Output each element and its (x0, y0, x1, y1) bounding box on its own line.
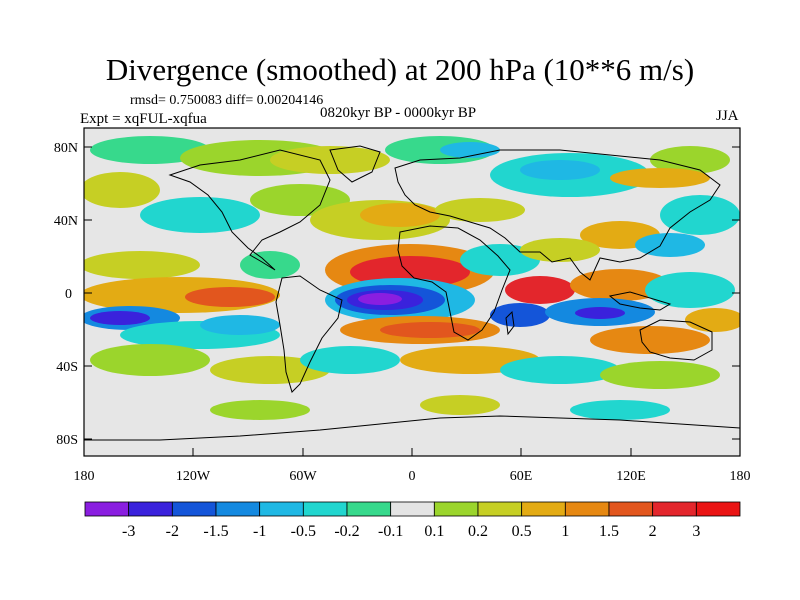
lon-tick-label: 180 (730, 469, 751, 484)
field-blob (300, 346, 400, 374)
colorbar-swatch (302, 501, 348, 517)
lat-tick-label: 80S (56, 433, 78, 448)
colorbar-swatch (521, 501, 566, 517)
coast-africa (397, 225, 511, 341)
colorbar-swatch (477, 501, 523, 517)
stats-line: rmsd= 0.750083 diff= 0.00204146 (130, 93, 324, 108)
coast-australia (639, 319, 713, 361)
field-blob (90, 311, 150, 325)
colorbar-swatch (608, 501, 654, 517)
field-blob (90, 344, 210, 376)
field-blob (610, 168, 710, 188)
field-blob (490, 303, 550, 327)
lon-tick-label: 60W (289, 469, 317, 484)
lat-tick-label: 40N (54, 214, 78, 229)
field-blob (575, 307, 625, 319)
colorbar-label: 0.5 (512, 523, 532, 540)
field-blob (380, 322, 480, 338)
field-blob (650, 146, 730, 174)
coast-maritime (608, 291, 672, 311)
field-blob (590, 326, 710, 354)
field-blob (84, 251, 200, 279)
period-label: 0820kyr BP - 0000kyr BP (320, 105, 477, 121)
colorbar-swatch (215, 501, 261, 517)
field-blob (210, 400, 310, 420)
colorbar-label: -0.5 (291, 523, 316, 540)
coast-greenland (329, 145, 381, 183)
field-blob (210, 356, 330, 384)
lat-tick-label: 40S (56, 360, 78, 375)
field-blob (660, 195, 740, 235)
colorbar-label: 1.5 (599, 523, 619, 540)
experiment-label: Expt = xqFUL-xqfua (80, 111, 207, 127)
field-blob (358, 293, 402, 305)
season-label: JJA (716, 108, 739, 124)
field-blob (635, 233, 705, 257)
coast-north-america (168, 149, 331, 271)
field-blob (270, 146, 390, 174)
field-blob (685, 308, 740, 332)
colorbar-label: -2 (166, 523, 179, 540)
divergence-field (84, 136, 740, 420)
field-blob (645, 272, 735, 308)
field-blob (200, 315, 280, 335)
lon-tick-label: 120W (176, 469, 211, 484)
colorbar-swatch (564, 501, 610, 517)
field-blob (140, 197, 260, 233)
colorbar-label: 0.2 (468, 523, 488, 540)
field-blob (435, 198, 525, 222)
colorbar-label: -0.1 (378, 523, 403, 540)
colorbar-swatch (433, 501, 479, 517)
field-blob (185, 287, 275, 307)
lat-tick-label: 80N (54, 141, 78, 156)
field-blob (570, 269, 670, 301)
field-blob (500, 356, 620, 384)
colorbar-label: 3 (692, 523, 700, 540)
colorbar-swatch (346, 501, 392, 517)
field-blob (440, 142, 500, 158)
field-blob (520, 160, 600, 180)
field-blob (90, 136, 210, 164)
colorbar-swatch (695, 501, 741, 517)
field-blob (505, 276, 575, 304)
coastlines (84, 145, 741, 441)
lon-tick-label: 60E (510, 469, 533, 484)
lon-axis (83, 448, 741, 456)
colorbar-label: 2 (649, 523, 657, 540)
colorbar-label: 0.1 (424, 523, 444, 540)
colorbar-label: -1 (253, 523, 266, 540)
colorbar-swatch (390, 501, 435, 517)
field-blob (600, 361, 720, 389)
field-blob (570, 400, 670, 420)
field-blob (360, 203, 440, 227)
colorbar-swatch (259, 501, 304, 517)
plot-title: Divergence (smoothed) at 200 hPa (10**6 … (105, 52, 695, 87)
field-blob (84, 172, 160, 208)
colorbar-label: -3 (122, 523, 135, 540)
coast-antarctica (84, 415, 741, 441)
colorbar-swatch (171, 501, 217, 517)
colorbar-swatch (84, 501, 130, 517)
lon-tick-label: 0 (409, 469, 416, 484)
lat-tick-label: 0 (65, 287, 72, 302)
colorbar-swatch (652, 501, 697, 517)
lon-tick-label: 180 (74, 469, 95, 484)
colorbar-label: -0.2 (334, 523, 359, 540)
field-blob (520, 238, 600, 262)
colorbar-swatch (128, 501, 173, 517)
colorbar-label: 1 (561, 523, 569, 540)
coast-south-america (275, 275, 343, 393)
lat-axis (84, 146, 740, 440)
coast-europe-asia (394, 149, 721, 281)
field-blob (420, 395, 500, 415)
colorbar-label: -1.5 (203, 523, 228, 540)
lon-tick-label: 120E (616, 469, 646, 484)
colorbar: -3 -2 -1.5 -1 -0.5 -0.2 -0.1 0.1 0.2 0.5 1 1.5 2 3 (84, 501, 741, 540)
coast-madagascar (505, 310, 515, 336)
